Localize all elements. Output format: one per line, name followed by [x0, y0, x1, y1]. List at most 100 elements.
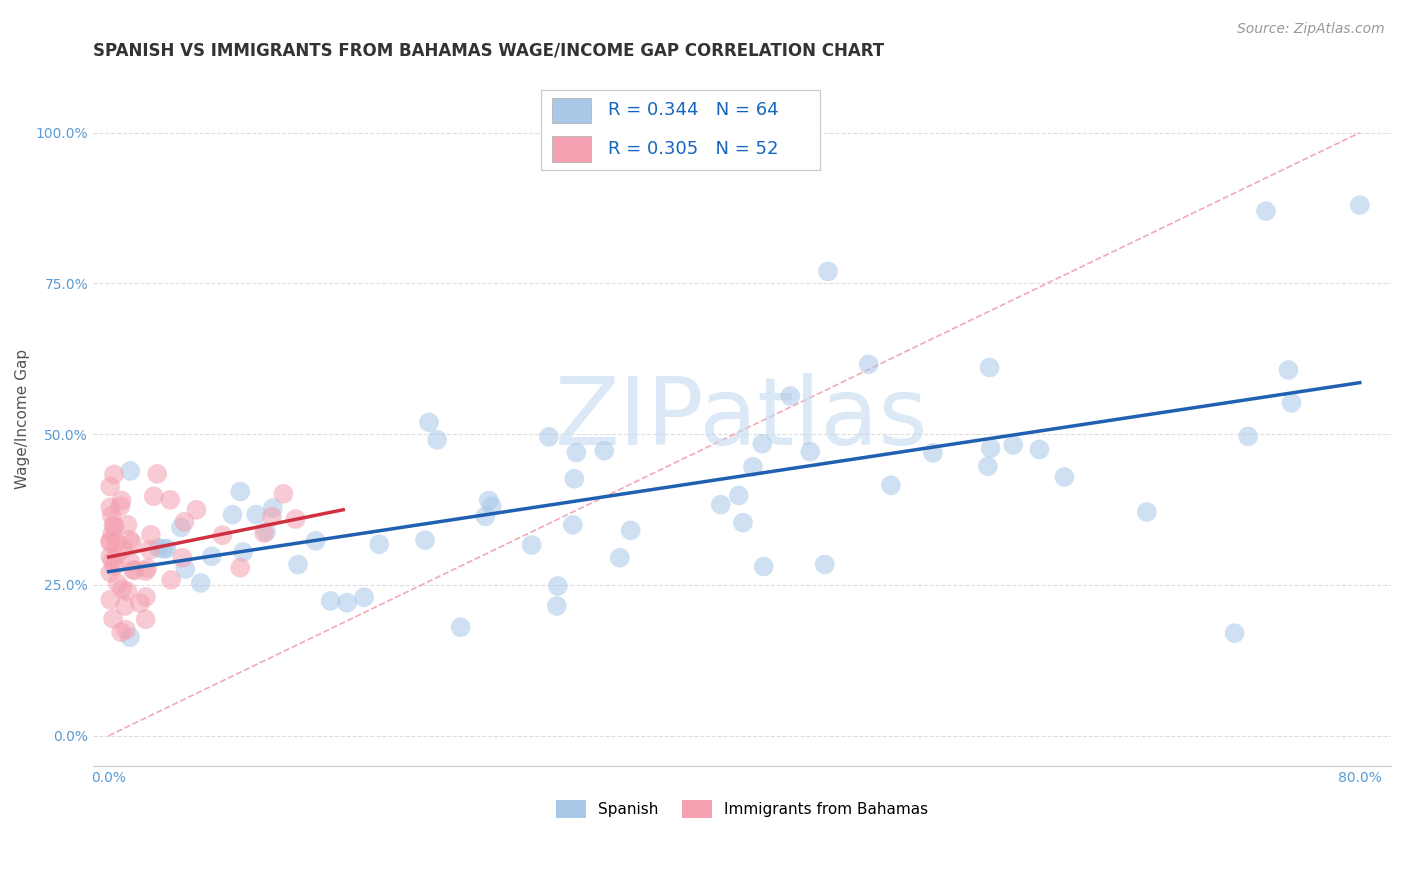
Point	[450, 620, 472, 634]
Point	[152, 541, 174, 556]
Point	[136, 561, 159, 575]
Point	[481, 499, 503, 513]
Point	[118, 630, 141, 644]
Point	[139, 528, 162, 542]
Point	[304, 533, 326, 548]
Point	[1237, 429, 1260, 443]
Point	[413, 533, 436, 548]
Point	[98, 533, 121, 548]
Point	[107, 576, 129, 591]
Point	[134, 564, 156, 578]
Point	[547, 579, 569, 593]
Point	[336, 596, 359, 610]
Point	[979, 360, 1001, 375]
Point	[105, 535, 128, 549]
Point	[727, 488, 749, 502]
Point	[1281, 396, 1303, 410]
Point	[159, 492, 181, 507]
Point	[170, 520, 193, 534]
Point	[129, 596, 152, 610]
Text: SPANISH VS IMMIGRANTS FROM BAHAMAS WAGE/INCOME GAP CORRELATION CHART: SPANISH VS IMMIGRANTS FROM BAHAMAS WAGE/…	[93, 42, 884, 60]
Point	[353, 591, 375, 605]
Point	[731, 516, 754, 530]
Point	[799, 444, 821, 458]
Point	[98, 535, 121, 549]
Point	[124, 564, 146, 578]
Point	[100, 508, 122, 523]
Point	[146, 467, 169, 481]
Point	[135, 612, 157, 626]
Point	[98, 479, 121, 493]
Point	[593, 443, 616, 458]
Point	[148, 541, 170, 555]
Point	[155, 541, 177, 556]
Point	[814, 558, 837, 572]
Point	[221, 508, 243, 522]
Point	[111, 542, 134, 557]
Point	[254, 524, 277, 539]
Legend: Spanish, Immigrants from Bahamas: Spanish, Immigrants from Bahamas	[550, 794, 935, 824]
Point	[426, 433, 449, 447]
Point	[620, 524, 643, 538]
Point	[211, 528, 233, 542]
Point	[139, 542, 162, 557]
Point	[1223, 626, 1246, 640]
Point	[710, 498, 733, 512]
Point	[779, 389, 801, 403]
Point	[98, 592, 121, 607]
Point	[111, 582, 134, 596]
Point	[186, 503, 208, 517]
Point	[817, 264, 839, 278]
Point	[537, 430, 560, 444]
Point	[120, 464, 142, 478]
Text: Source: ZipAtlas.com: Source: ZipAtlas.com	[1237, 22, 1385, 37]
Point	[1348, 198, 1371, 212]
Point	[609, 550, 631, 565]
Point	[1028, 442, 1050, 457]
Point	[751, 436, 773, 450]
Point	[741, 459, 763, 474]
Point	[565, 445, 588, 459]
Point	[977, 459, 1000, 474]
Point	[172, 550, 194, 565]
Point	[114, 599, 136, 613]
Point	[101, 553, 124, 567]
Point	[478, 493, 501, 508]
Point	[858, 357, 880, 371]
Point	[980, 441, 1002, 455]
Point	[1136, 505, 1159, 519]
Point	[160, 573, 183, 587]
Point	[474, 509, 496, 524]
Point	[117, 584, 139, 599]
Point	[173, 515, 195, 529]
Point	[118, 533, 141, 547]
Point	[98, 500, 121, 515]
Point	[1053, 470, 1076, 484]
Point	[229, 560, 252, 574]
Point	[103, 519, 125, 533]
Point	[110, 500, 132, 514]
Point	[1254, 204, 1277, 219]
Point	[752, 559, 775, 574]
Point	[98, 549, 121, 564]
Point	[190, 576, 212, 591]
Point	[101, 612, 124, 626]
Point	[120, 555, 142, 569]
Point	[262, 501, 284, 516]
Point	[117, 517, 139, 532]
Point	[880, 478, 903, 492]
Point	[103, 559, 125, 574]
Y-axis label: Wage/Income Gap: Wage/Income Gap	[15, 349, 30, 489]
Point	[418, 415, 440, 429]
Point	[260, 509, 283, 524]
Point	[319, 594, 342, 608]
Point	[284, 512, 307, 526]
Point	[253, 526, 276, 541]
Point	[1277, 363, 1299, 377]
Point	[142, 489, 165, 503]
Point	[135, 590, 157, 604]
Point	[1002, 438, 1025, 452]
Point	[201, 549, 224, 564]
Point	[520, 538, 543, 552]
Point	[232, 545, 254, 559]
